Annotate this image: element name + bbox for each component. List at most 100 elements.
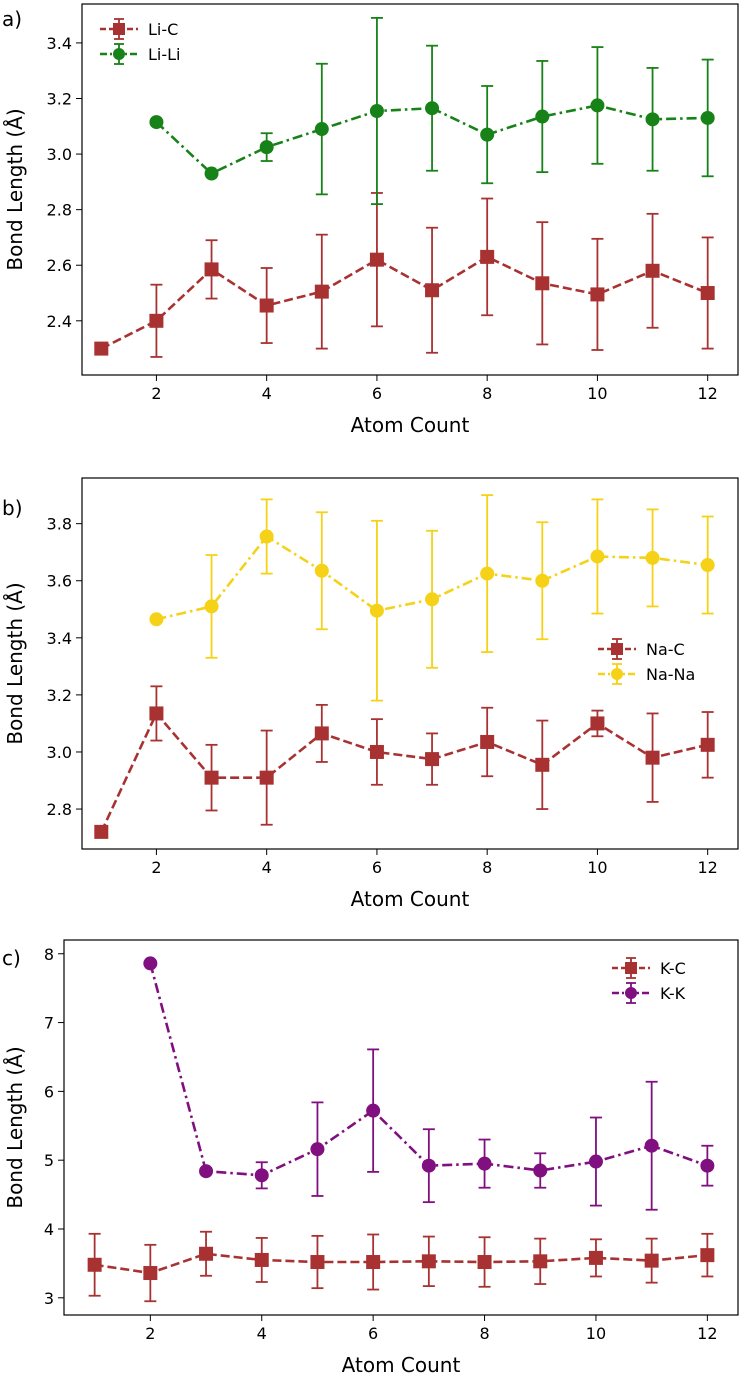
data-point [645, 750, 660, 765]
data-point [477, 1255, 492, 1270]
chart-panel-2: b) 2 4 6 8 10 12 2.8 3.0 3.2 3.4 3.6 3.8 Atom Count Bo… [2, 477, 739, 911]
legend-box [590, 625, 735, 695]
x-tick-label: 10 [586, 1324, 606, 1343]
legend-label: Na-C [646, 640, 685, 659]
legend-marker [113, 48, 125, 60]
data-point [700, 1158, 715, 1173]
series-line [94, 1252, 708, 1275]
series-line [100, 255, 709, 350]
y-tick-label: 4 [44, 1220, 54, 1239]
data-point [149, 706, 164, 721]
x-tick-label: 2 [151, 384, 161, 403]
chart-panel-3: c) 2 4 6 8 10 12 3 4 5 6 7 8 Atom Count Bond Length (Å… [2, 939, 739, 1377]
x-axis-label: Atom Count [351, 887, 470, 911]
data-point [421, 1254, 436, 1269]
data-point [199, 1246, 214, 1261]
x-tick-label: 8 [482, 858, 492, 877]
series-k-c [87, 1230, 715, 1303]
data-point [259, 529, 274, 544]
data-point [369, 603, 384, 618]
data-point [533, 1163, 548, 1178]
x-tick-label: 12 [698, 858, 718, 877]
data-point [644, 1253, 659, 1268]
y-tick-label: 8 [44, 945, 54, 964]
plot-frame [81, 477, 739, 850]
series-na-na [149, 494, 715, 702]
data-point [259, 140, 274, 155]
x-tick-label: 4 [257, 1324, 267, 1343]
y-tick-label: 3.6 [47, 572, 72, 591]
data-point [314, 122, 329, 137]
x-tick-label: 6 [372, 858, 382, 877]
data-point [254, 1252, 269, 1267]
data-point [535, 573, 550, 588]
legend: K-C K-K [604, 944, 735, 1014]
panel-label: b) [2, 496, 23, 520]
x-tick-label: 10 [587, 858, 607, 877]
legend-label: Na-Na [646, 665, 695, 684]
data-point [700, 286, 715, 301]
x-tick-label: 4 [262, 858, 272, 877]
series-li-c [94, 192, 715, 358]
data-point [204, 166, 219, 181]
data-point [369, 103, 384, 118]
chart-panel-1: a) 2 4 6 8 10 12 2.4 2.6 2.8 3.0 3.2 3.4 Atom Count Bo… [2, 3, 739, 437]
legend-marker [113, 23, 125, 35]
data-point [535, 276, 550, 291]
series-k-k [143, 956, 715, 1211]
plot-frame [81, 3, 739, 376]
series-na-c [94, 685, 715, 839]
data-point [204, 262, 219, 277]
y-tick-label: 3.2 [47, 89, 72, 108]
data-point [535, 109, 550, 124]
data-point [480, 249, 495, 264]
panel-label: a) [2, 7, 22, 31]
data-point [645, 263, 660, 278]
data-point [149, 313, 164, 328]
y-tick-label: 3.0 [47, 743, 72, 762]
series-li-li [149, 16, 715, 205]
data-point [369, 744, 384, 759]
data-point [480, 566, 495, 581]
data-point [590, 98, 605, 113]
y-tick-label: 5 [44, 1151, 54, 1170]
y-axis-label: Bond Length (Å) [3, 108, 27, 270]
data-point [421, 1158, 436, 1173]
data-point [477, 1156, 492, 1171]
data-point [314, 726, 329, 741]
panel-label: c) [2, 946, 21, 970]
y-tick-label: 3.0 [47, 145, 72, 164]
legend-label: K-K [660, 984, 686, 1003]
data-point [310, 1142, 325, 1157]
data-point [94, 341, 109, 356]
legend: Li-C Li-Li [92, 5, 230, 75]
y-tick-label: 3 [44, 1289, 54, 1308]
y-axis-label: Bond Length (Å) [3, 582, 27, 744]
x-tick-label: 2 [145, 1324, 155, 1343]
x-tick-label: 12 [697, 1324, 717, 1343]
data-point [310, 1255, 325, 1270]
data-point [590, 549, 605, 564]
data-point [644, 1138, 659, 1153]
legend-marker [625, 987, 637, 999]
data-point [700, 737, 715, 752]
x-tick-label: 2 [151, 858, 161, 877]
x-tick-label: 12 [698, 384, 718, 403]
y-tick-label: 6 [44, 1082, 54, 1101]
data-point [204, 599, 219, 614]
data-point [700, 558, 715, 573]
y-tick-label: 3.4 [47, 34, 72, 53]
data-point [94, 824, 109, 839]
data-point [87, 1257, 102, 1272]
data-point [369, 252, 384, 267]
legend-box [604, 944, 735, 1014]
data-point [480, 734, 495, 749]
data-point [645, 550, 660, 565]
data-point [199, 1164, 214, 1179]
x-tick-label: 6 [368, 1324, 378, 1343]
data-point [143, 956, 158, 971]
data-point [590, 287, 605, 302]
data-point [480, 127, 495, 142]
data-point [425, 592, 440, 607]
data-point [314, 284, 329, 299]
